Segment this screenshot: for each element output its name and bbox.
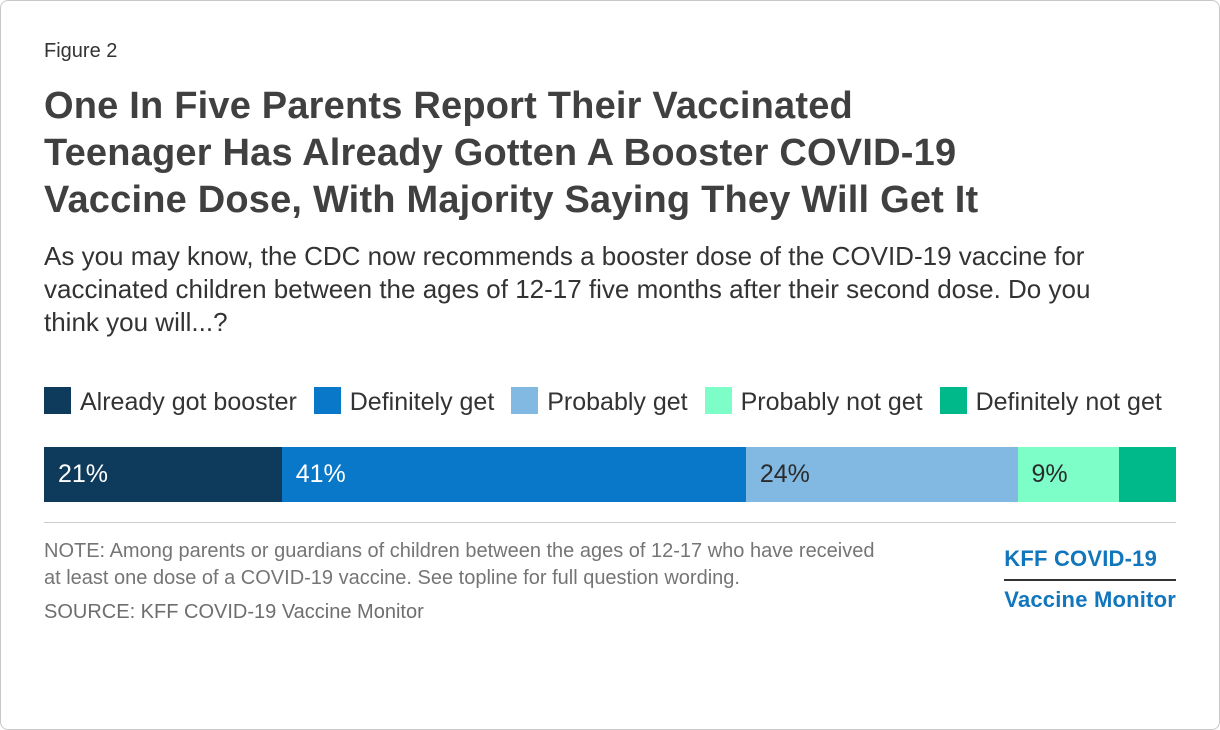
legend-swatch-icon — [44, 387, 71, 414]
bar-segment-value: 41% — [295, 460, 346, 488]
legend-label: Definitely not get — [975, 388, 1162, 416]
bar-segment-3: 9% — [1017, 447, 1120, 502]
note-text: NOTE: Among parents or guardians of chil… — [44, 540, 875, 589]
legend-item-1: Definitely get — [313, 387, 495, 416]
legend-swatch-icon — [511, 387, 539, 414]
bar-segment-value: 24% — [759, 460, 810, 488]
divider — [44, 522, 1176, 523]
bar-segment-2: 24% — [745, 447, 1018, 502]
logo-line-2: Vaccine Monitor — [1004, 587, 1176, 612]
legend-label: Already got booster — [80, 388, 297, 416]
source-text: SOURCE: KFF COVID-19 Vaccine Monitor — [44, 601, 424, 623]
legend-item-2: Probably get — [511, 387, 688, 416]
bar-segment-value: 21% — [58, 460, 109, 488]
legend-label: Probably get — [547, 388, 688, 416]
legend-swatch-icon — [704, 387, 732, 414]
notes-block: NOTE: Among parents or guardians of chil… — [44, 538, 875, 626]
footer: NOTE: Among parents or guardians of chil… — [44, 538, 1176, 626]
legend: Already got booster Definitely get Proba… — [44, 381, 1176, 423]
bar-segment-4 — [1119, 447, 1176, 502]
stacked-bar: 21% 41% 24% 9% — [44, 447, 1176, 502]
logo-line-1: KFF COVID-19 — [1004, 546, 1176, 581]
chart-subtitle: As you may know, the CDC now recommends … — [44, 241, 1091, 337]
legend-label: Probably not get — [740, 388, 923, 416]
legend-item-0: Already got booster — [44, 387, 297, 416]
legend-label: Definitely get — [349, 388, 495, 416]
bar-segment-value: 9% — [1031, 460, 1068, 488]
bar-segment-1: 41% — [281, 447, 746, 502]
kff-vaccine-monitor-logo: KFF COVID-19 Vaccine Monitor — [1004, 546, 1176, 613]
legend-item-3: Probably not get — [704, 387, 923, 416]
bar-segment-0: 21% — [44, 447, 282, 502]
chart-title: One In Five Parents Report Their Vaccina… — [44, 85, 979, 221]
legend-swatch-icon — [939, 387, 967, 414]
legend-item-4: Definitely not get — [939, 387, 1162, 416]
legend-swatch-icon — [313, 387, 341, 414]
figure-label: Figure 2 — [44, 40, 118, 62]
